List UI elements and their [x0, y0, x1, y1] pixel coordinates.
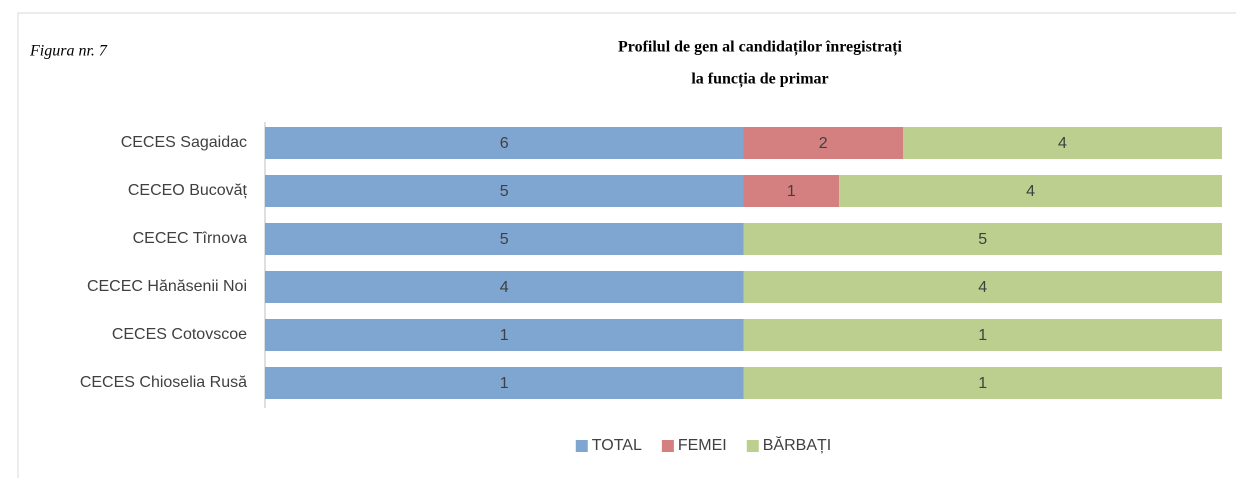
- bar: [265, 175, 744, 207]
- data-label: 1: [978, 327, 987, 344]
- bar: [265, 223, 744, 255]
- data-label: 1: [500, 375, 509, 392]
- y-tick-label: CECES Chioselia Rusă: [80, 374, 247, 391]
- legend-swatch: [746, 440, 759, 452]
- bar: [265, 271, 744, 303]
- y-tick-label: CECES Cotovscoe: [112, 326, 247, 343]
- y-tick-label: CECEC Hănăsenii Noi: [87, 278, 247, 295]
- bar: [265, 319, 744, 351]
- y-tick-label: CECES Sagaidac: [121, 134, 247, 151]
- data-label: 1: [787, 183, 796, 200]
- chart-title: la funcția de primar: [691, 71, 828, 89]
- legend-swatch: [575, 440, 588, 452]
- data-label: 6: [500, 135, 509, 152]
- bar: [743, 319, 1222, 351]
- data-label: 1: [978, 375, 987, 392]
- y-tick-label: CECEC Tîrnova: [133, 230, 248, 247]
- legend-label: BĂRBAȚI: [763, 435, 831, 454]
- data-label: 4: [1058, 135, 1067, 152]
- data-label: 2: [819, 135, 828, 152]
- data-label: 4: [978, 279, 987, 296]
- frame: [17, 12, 1236, 478]
- bar: [743, 223, 1222, 255]
- bar: [743, 367, 1222, 399]
- data-label: 4: [1026, 183, 1035, 200]
- bar: [743, 127, 903, 159]
- data-label: 1: [500, 327, 509, 344]
- figure-label: Figura nr. 7: [29, 43, 108, 60]
- legend-label: FEMEI: [678, 437, 727, 454]
- legend-label: TOTAL: [592, 437, 642, 454]
- data-label: 5: [500, 231, 509, 248]
- y-tick-label: CECEO Bucovăț: [128, 182, 248, 199]
- bar: [743, 175, 840, 207]
- data-label: 5: [978, 231, 987, 248]
- bar: [265, 127, 744, 159]
- bar: [265, 367, 744, 399]
- bar: [743, 271, 1222, 303]
- chart-title: Profilul de gen al candidaților înregist…: [618, 39, 903, 57]
- legend-swatch: [661, 440, 674, 452]
- bar: [903, 127, 1222, 159]
- data-label: 4: [500, 279, 509, 296]
- data-label: 5: [500, 183, 509, 200]
- bar: [839, 175, 1222, 207]
